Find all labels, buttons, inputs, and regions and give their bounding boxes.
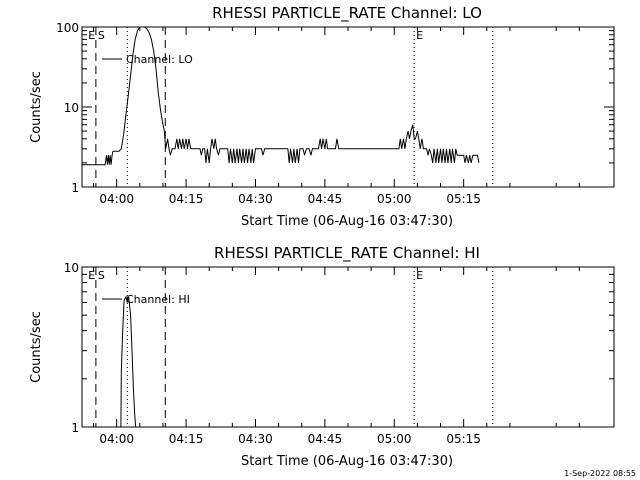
ticks-group: 04:00 04:15 04:30 04:45 05:00 05:15 1 10 100 xyxy=(56,21,614,206)
y-tick-label: 10 xyxy=(64,101,79,115)
x-tick-label: 04:30 xyxy=(238,432,273,446)
series-group xyxy=(120,295,137,428)
legend: Channel: HI xyxy=(102,293,190,306)
x-tick-label: 04:45 xyxy=(308,432,343,446)
ticks-group: 04:00 04:15 04:30 04:45 05:00 05:15 1 10 xyxy=(64,261,614,446)
x-tick-label: 04:15 xyxy=(169,192,204,206)
series-group xyxy=(82,26,480,166)
x-tick-label: 05:15 xyxy=(446,432,481,446)
y-tick-label: 1 xyxy=(71,181,79,195)
y-tick-label: 10 xyxy=(64,261,79,275)
x-axis-label: Start Time (06-Aug-16 03:47:30) xyxy=(241,214,453,229)
plot-frame xyxy=(81,266,615,428)
x-tick-label: 05:00 xyxy=(377,432,412,446)
series-line xyxy=(120,295,137,428)
marker-label: E xyxy=(88,269,95,282)
x-tick-label: 04:45 xyxy=(308,192,343,206)
marker-label: E xyxy=(88,29,95,42)
x-tick-label: 05:15 xyxy=(446,192,481,206)
marker-label: E xyxy=(416,29,423,42)
y-axis-label: Counts/sec xyxy=(29,311,44,383)
x-axis-label: Start Time (06-Aug-16 03:47:30) xyxy=(241,454,453,469)
timestamp: 1-Sep-2022 08:55 xyxy=(564,469,636,478)
y-tick-label: 1 xyxy=(71,421,79,435)
legend: Channel: LO xyxy=(102,53,193,66)
x-tick-label: 04:30 xyxy=(238,192,273,206)
legend-label: Channel: HI xyxy=(126,293,190,306)
x-tick-label: 05:00 xyxy=(377,192,412,206)
x-tick-label: 04:00 xyxy=(99,192,134,206)
marker-label: S xyxy=(98,269,105,282)
y-axis-label: Counts/sec xyxy=(29,71,44,143)
marker-label: S xyxy=(98,29,105,42)
legend-label: Channel: LO xyxy=(126,53,193,66)
chart-title: RHESSI PARTICLE_RATE Channel: HI xyxy=(214,244,480,263)
plot-frame xyxy=(81,26,615,188)
chart-panel-hi: RHESSI PARTICLE_RATE Channel: HI Counts/… xyxy=(29,244,615,469)
x-tick-label: 04:15 xyxy=(169,432,204,446)
x-tick-label: 04:00 xyxy=(99,432,134,446)
marker-label: E xyxy=(416,269,423,282)
y-tick-label: 100 xyxy=(56,21,79,35)
series-line xyxy=(82,26,480,166)
chart-title: RHESSI PARTICLE_RATE Channel: LO xyxy=(212,4,482,23)
chart-panel-lo: RHESSI PARTICLE_RATE Channel: LO Counts/… xyxy=(29,4,615,229)
